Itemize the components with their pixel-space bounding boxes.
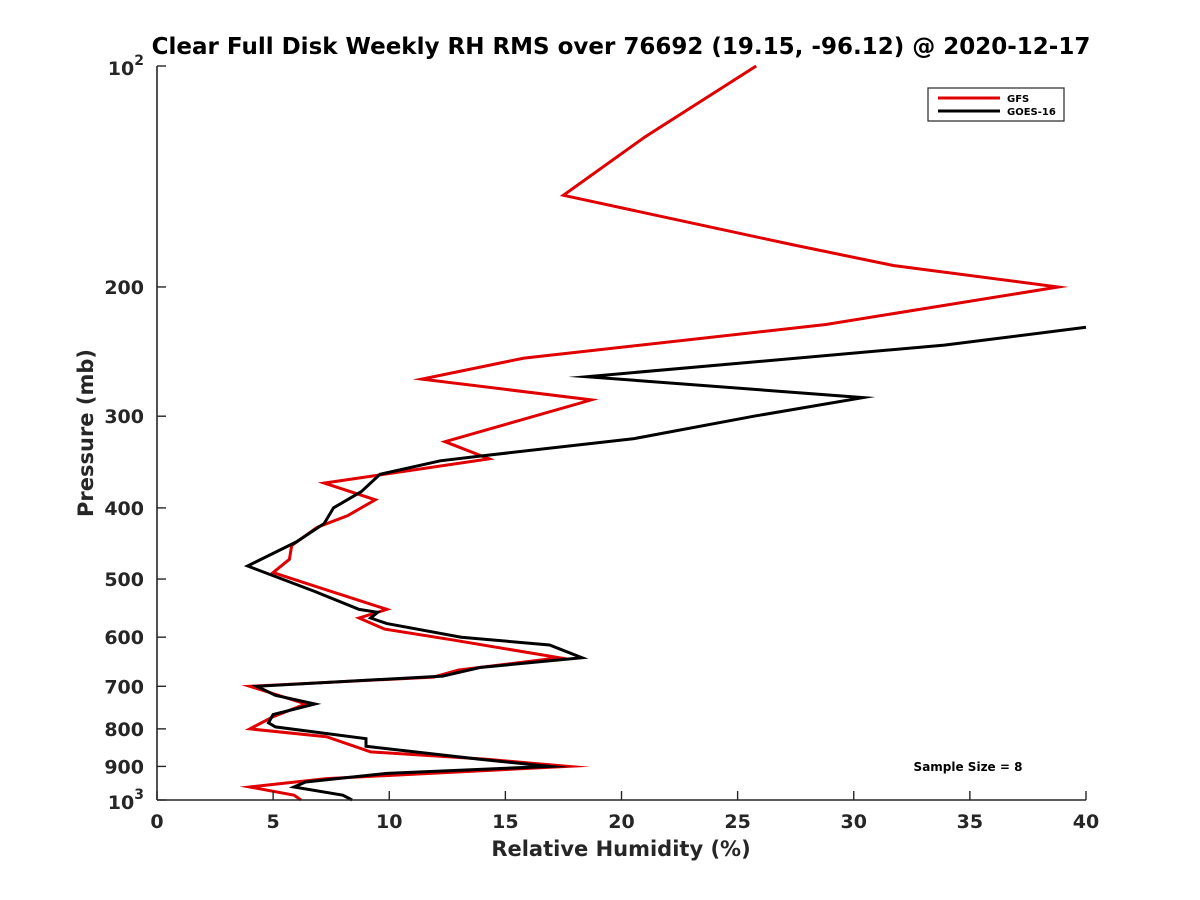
legend-label-gfs: GFS: [1007, 94, 1029, 105]
y-tick-label: 200: [104, 277, 144, 299]
chart-title: Clear Full Disk Weekly RH RMS over 76692…: [152, 34, 1091, 60]
y-tick-exponent: 2: [134, 53, 144, 69]
x-tick-label: 25: [724, 811, 750, 833]
x-tick-label: 30: [841, 811, 867, 833]
x-axis-label: Relative Humidity (%): [491, 837, 750, 861]
y-axis-label: Pressure (mb): [74, 349, 98, 517]
y-tick-label: 102: [108, 53, 144, 80]
series-line-gfs: [239, 64, 1069, 802]
plot-area: 0 5 10 15 20 25 30 35 40 10220030040050060070080…: [104, 53, 1099, 833]
y-tick-exponent: 3: [134, 787, 144, 803]
y-tick-label: 800: [104, 719, 144, 741]
y-tick-label: 103: [108, 787, 144, 814]
x-axis-ticks: 0 5 10 15 20 25 30 35 40: [150, 791, 1099, 833]
legend-label-goes-16: GOES-16: [1007, 107, 1056, 118]
series-line-goes-16: [243, 325, 1087, 802]
x-tick-label: 35: [957, 811, 983, 833]
sample-size-annotation: Sample Size = 8: [914, 760, 1023, 774]
plot-background: [157, 66, 1086, 800]
x-tick-label: 40: [1073, 811, 1099, 833]
y-tick-base: 10: [108, 792, 134, 814]
x-tick-label: 0: [150, 811, 163, 833]
y-tick-label: 300: [104, 406, 144, 428]
y-tick-label: 600: [104, 627, 144, 649]
y-tick-base: 10: [108, 58, 134, 80]
legend: GFS GOES-16: [927, 87, 1065, 122]
legend-entries: GFS GOES-16: [938, 94, 1056, 118]
y-tick-label: 400: [104, 498, 144, 520]
x-tick-label: 5: [267, 811, 280, 833]
x-tick-label: 10: [376, 811, 402, 833]
x-tick-label: 15: [492, 811, 518, 833]
y-tick-label: 700: [104, 676, 144, 698]
legend-box: [927, 87, 1065, 122]
y-tick-label: 500: [104, 569, 144, 591]
y-tick-label: 900: [104, 756, 144, 778]
series-layer: [239, 64, 1087, 802]
x-tick-label: 20: [608, 811, 634, 833]
